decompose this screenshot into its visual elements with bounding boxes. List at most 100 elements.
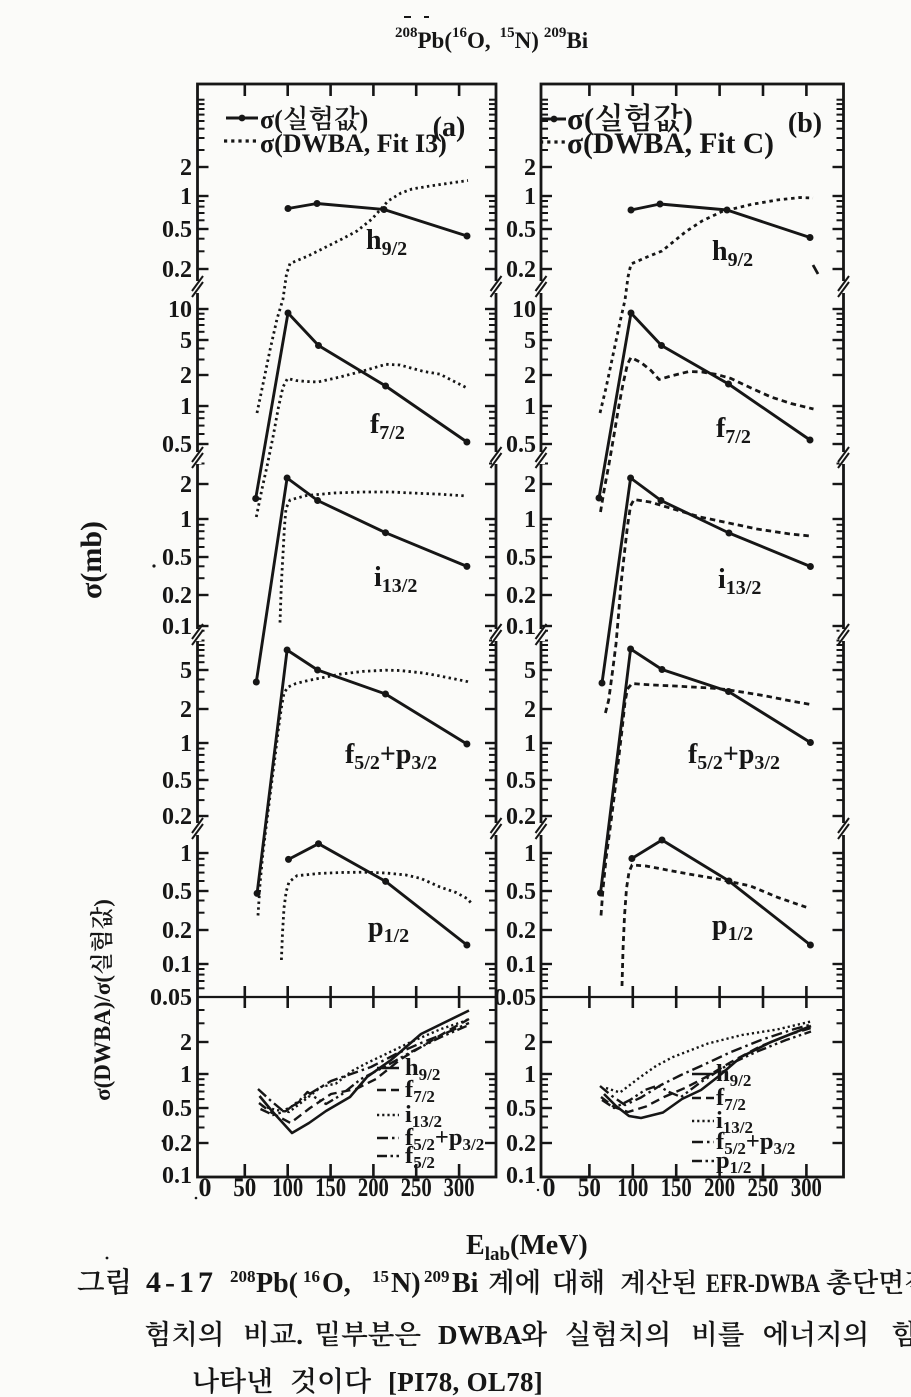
- svg-text:.: .: [296, 1320, 303, 1350]
- svg-text:0.2: 0.2: [506, 918, 536, 944]
- svg-text:+p: +p: [746, 1128, 774, 1155]
- svg-text:7/2: 7/2: [724, 1095, 746, 1114]
- svg-text:0.2: 0.2: [162, 257, 192, 283]
- svg-text:0.5: 0.5: [162, 879, 192, 905]
- svg-text:f: f: [405, 1076, 414, 1103]
- svg-text:i: i: [405, 1101, 412, 1128]
- svg-text:0.5: 0.5: [162, 545, 192, 571]
- svg-text:h: h: [405, 1054, 419, 1081]
- svg-text:0.5: 0.5: [506, 217, 536, 243]
- svg-text:0.1: 0.1: [506, 614, 536, 640]
- svg-text:1: 1: [524, 1062, 536, 1088]
- svg-text:σ(: σ(: [260, 105, 283, 134]
- svg-text:3/2: 3/2: [774, 1139, 796, 1158]
- svg-text:209: 209: [424, 1267, 450, 1286]
- svg-text:2: 2: [524, 697, 536, 723]
- svg-text:150: 150: [315, 1173, 346, 1202]
- svg-text:p: p: [712, 910, 728, 941]
- svg-text:+p: +p: [380, 739, 412, 770]
- svg-text:2: 2: [524, 472, 536, 498]
- svg-text:1: 1: [524, 731, 536, 757]
- svg-text:5/2: 5/2: [413, 1135, 435, 1154]
- svg-text:0.5: 0.5: [162, 217, 192, 243]
- svg-text:EFR-DWBA: EFR-DWBA: [706, 1269, 820, 1298]
- svg-text:13/2: 13/2: [726, 577, 762, 599]
- svg-text:208: 208: [230, 1267, 256, 1286]
- svg-text:): ): [360, 105, 369, 134]
- svg-text:Pb(: Pb(: [256, 1268, 298, 1299]
- svg-text:1: 1: [524, 184, 536, 210]
- svg-text:10: 10: [512, 297, 536, 323]
- svg-text:0: 0: [543, 1173, 556, 1202]
- svg-text:3/2: 3/2: [463, 1135, 485, 1154]
- svg-text:0.1: 0.1: [506, 952, 536, 978]
- svg-text:f: f: [405, 1124, 414, 1151]
- svg-text:0.2: 0.2: [506, 1131, 536, 1157]
- svg-text:0.1: 0.1: [506, 1163, 536, 1189]
- svg-text:9/2: 9/2: [419, 1065, 441, 1084]
- svg-text:208: 208: [395, 25, 418, 41]
- svg-text:E: E: [466, 1230, 485, 1261]
- svg-text:N): N): [391, 1268, 421, 1299]
- svg-text:10: 10: [168, 297, 192, 323]
- svg-text:1: 1: [180, 841, 192, 867]
- svg-text:2: 2: [524, 1030, 536, 1056]
- svg-text:3/2: 3/2: [754, 752, 780, 774]
- svg-text:h: h: [716, 1060, 730, 1087]
- svg-text:2: 2: [180, 697, 192, 723]
- svg-text:0.2: 0.2: [162, 804, 192, 830]
- svg-text:16: 16: [452, 25, 468, 41]
- svg-text:300: 300: [791, 1173, 822, 1202]
- svg-text:O,: O,: [322, 1268, 351, 1299]
- svg-text:lab: lab: [485, 1244, 510, 1265]
- svg-text:0.1: 0.1: [162, 614, 192, 640]
- svg-text:(a): (a): [433, 112, 466, 143]
- svg-text:(b): (b): [788, 108, 822, 139]
- svg-text:1/2: 1/2: [384, 925, 410, 947]
- svg-text:0.2: 0.2: [162, 918, 192, 944]
- svg-text:13/2: 13/2: [412, 1112, 442, 1131]
- svg-text:Bi: Bi: [566, 28, 588, 53]
- svg-text:h: h: [712, 236, 728, 267]
- svg-text:0.2: 0.2: [162, 1131, 192, 1157]
- svg-text:0.5: 0.5: [506, 879, 536, 905]
- svg-text:2: 2: [524, 363, 536, 389]
- svg-text:0.5: 0.5: [506, 432, 536, 458]
- svg-text:3/2: 3/2: [411, 752, 437, 774]
- svg-text:0.5: 0.5: [506, 1096, 536, 1122]
- svg-text:50: 50: [578, 1173, 601, 1202]
- svg-text:f: f: [716, 1084, 725, 1111]
- svg-text:[PI78, OL78]: [PI78, OL78]: [388, 1367, 543, 1397]
- svg-text:0.2: 0.2: [162, 583, 192, 609]
- svg-text:250: 250: [401, 1173, 432, 1202]
- svg-text:250: 250: [748, 1173, 779, 1202]
- svg-text:f: f: [688, 739, 698, 770]
- svg-text:2: 2: [180, 363, 192, 389]
- svg-text:f: f: [370, 409, 380, 440]
- svg-text:σ(mb): σ(mb): [75, 521, 108, 599]
- svg-text:7/2: 7/2: [379, 422, 405, 444]
- svg-text:i: i: [716, 1107, 723, 1134]
- svg-text:0.5: 0.5: [506, 768, 536, 794]
- svg-text:16: 16: [303, 1267, 320, 1286]
- svg-text:7/2: 7/2: [725, 426, 751, 448]
- svg-text:4-17: 4-17: [146, 1266, 217, 1299]
- svg-text:7/2: 7/2: [413, 1087, 435, 1106]
- svg-text:2: 2: [180, 1030, 192, 1056]
- svg-text:13/2: 13/2: [382, 575, 418, 597]
- svg-text:1: 1: [524, 394, 536, 420]
- svg-text:p: p: [716, 1147, 730, 1174]
- svg-text:1/2: 1/2: [730, 1158, 752, 1177]
- svg-text:i: i: [718, 564, 726, 595]
- svg-text:100: 100: [617, 1173, 648, 1202]
- svg-text:N): N): [515, 28, 539, 53]
- svg-text:1: 1: [524, 507, 536, 533]
- svg-text:f: f: [716, 413, 726, 444]
- svg-text:f: f: [345, 739, 355, 770]
- svg-text:200: 200: [704, 1173, 735, 1202]
- svg-text:0.2: 0.2: [506, 257, 536, 283]
- svg-text:+p: +p: [435, 1124, 463, 1151]
- svg-text:): ): [683, 101, 693, 136]
- svg-text:15: 15: [372, 1267, 389, 1286]
- svg-text:i: i: [374, 562, 382, 593]
